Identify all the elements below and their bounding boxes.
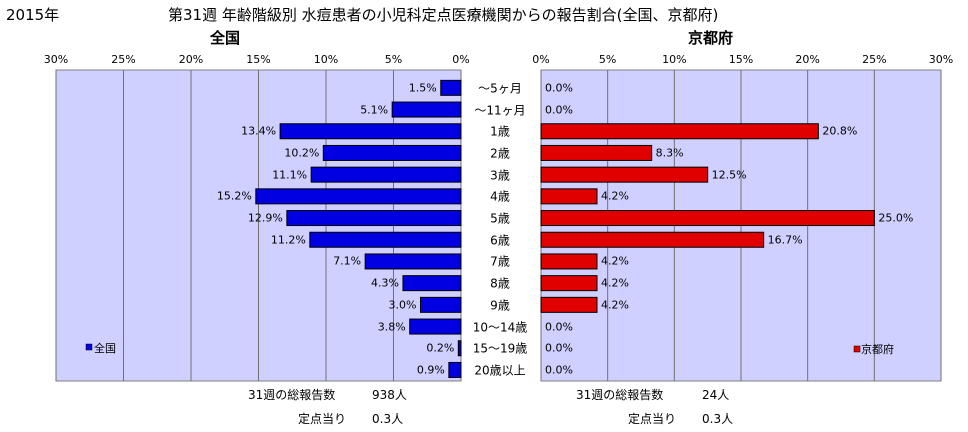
national-x-tick: 15% <box>246 53 271 66</box>
category-label: 9歳 <box>490 298 510 313</box>
kyoto-x-tick: 10% <box>662 53 687 66</box>
kyoto-per-value: 0.3人 <box>702 412 734 426</box>
kyoto-bar <box>540 188 598 205</box>
category-label: 10～14歳 <box>472 320 528 335</box>
national-bar <box>286 210 462 227</box>
national-bar <box>364 253 462 270</box>
kyoto-value-label: 0.0% <box>545 320 573 334</box>
national-bar <box>402 275 462 292</box>
national-value-label: 13.4% <box>241 124 277 138</box>
kyoto-value-label: 16.7% <box>767 233 803 247</box>
national-bar <box>440 79 462 96</box>
national-value-label: 3.0% <box>388 298 417 312</box>
kyoto-x-tick: 15% <box>728 53 754 66</box>
kyoto-value-label: 0.0% <box>545 81 573 95</box>
kyoto-value-label: 25.0% <box>878 211 914 225</box>
national-value-label: 1.5% <box>408 81 437 95</box>
year-label: 2015年 <box>6 6 60 24</box>
national-value-label: 3.8% <box>377 320 406 334</box>
national-x-tick: 0% <box>452 53 470 66</box>
kyoto-bar <box>540 144 653 161</box>
kyoto-value-label: 0.0% <box>545 363 573 377</box>
national-bar <box>448 361 462 378</box>
national-x-tick: 25% <box>111 53 136 66</box>
category-label: 20歳以上 <box>474 363 526 378</box>
national-per-label: 定点当り <box>298 412 347 426</box>
category-label: 15～19歳 <box>472 341 528 356</box>
kyoto-bar <box>540 231 765 248</box>
national-value-label: 11.1% <box>272 168 308 182</box>
category-label: 7歳 <box>490 254 510 269</box>
national-bar <box>255 188 462 205</box>
national-per-value: 0.3人 <box>372 412 404 426</box>
kyoto-value-label: 4.2% <box>601 276 629 290</box>
kyoto-panel-title: 京都府 <box>688 29 734 47</box>
national-panel-title: 全国 <box>210 29 241 47</box>
national-x-tick: 5% <box>384 53 403 66</box>
kyoto-bar <box>540 253 598 270</box>
national-value-label: 15.2% <box>216 189 252 203</box>
kyoto-bar <box>540 210 875 227</box>
kyoto-value-label: 8.3% <box>655 146 684 160</box>
national-value-label: 5.1% <box>360 103 389 117</box>
kyoto-total-value: 24人 <box>702 388 730 402</box>
kyoto-value-label: 0.0% <box>545 341 573 355</box>
national-bar <box>457 340 462 357</box>
category-label: 5歳 <box>490 211 510 226</box>
category-label: 4歳 <box>490 189 510 204</box>
national-bar <box>322 144 462 161</box>
national-bar <box>391 101 462 118</box>
kyoto-value-label: 0.0% <box>545 103 573 117</box>
category-label: 6歳 <box>490 233 510 248</box>
kyoto-value-label: 4.2% <box>601 298 629 312</box>
national-value-label: 7.1% <box>333 254 362 268</box>
category-label: 2歳 <box>490 146 510 161</box>
category-label: ～11ヶ月 <box>474 103 526 118</box>
category-label: ～5ヶ月 <box>478 81 522 96</box>
national-bar <box>310 166 462 183</box>
kyoto-bar <box>540 166 709 183</box>
kyoto-value-label: 4.2% <box>601 189 629 203</box>
kyoto-legend-label: 京都府 <box>861 343 894 356</box>
national-bar <box>309 231 462 248</box>
kyoto-per-label: 定点当り <box>628 412 677 426</box>
kyoto-bar <box>540 123 819 140</box>
national-x-tick: 10% <box>313 53 339 66</box>
national-total-label: 31週の総報告数 <box>248 388 336 402</box>
national-value-label: 0.9% <box>416 363 445 377</box>
national-value-label: 12.9% <box>247 211 283 225</box>
national-x-tick: 20% <box>178 53 204 66</box>
kyoto-x-tick: 20% <box>795 53 820 66</box>
national-legend-label: 全国 <box>94 342 116 355</box>
kyoto-legend-swatch <box>853 345 861 353</box>
national-bar <box>279 123 462 140</box>
category-label: 8歳 <box>490 276 510 291</box>
kyoto-bar <box>540 296 598 313</box>
kyoto-value-label: 20.8% <box>822 124 858 138</box>
national-legend-swatch <box>85 343 93 351</box>
chart-title: 第31週 年齢階級別 水痘患者の小児科定点医療機関からの報告割合(全国、京都府) <box>168 6 719 24</box>
kyoto-x-tick: 30% <box>928 53 954 66</box>
national-value-label: 4.3% <box>370 276 399 290</box>
kyoto-value-label: 12.5% <box>711 168 747 182</box>
national-value-label: 0.2% <box>426 341 455 355</box>
national-bar <box>409 318 462 335</box>
kyoto-bar <box>540 275 598 292</box>
national-value-label: 10.2% <box>284 146 320 160</box>
national-total-value: 938人 <box>372 388 407 402</box>
national-x-tick: 30% <box>43 53 69 66</box>
kyoto-x-tick: 0% <box>532 53 550 66</box>
kyoto-value-label: 4.2% <box>601 254 629 268</box>
national-value-label: 11.2% <box>270 233 306 247</box>
kyoto-total-label: 31週の総報告数 <box>576 388 664 402</box>
national-bar <box>420 296 462 313</box>
kyoto-x-tick: 25% <box>862 53 887 66</box>
category-label: 1歳 <box>490 124 510 139</box>
category-label: 3歳 <box>490 168 510 183</box>
kyoto-x-tick: 5% <box>598 53 617 66</box>
